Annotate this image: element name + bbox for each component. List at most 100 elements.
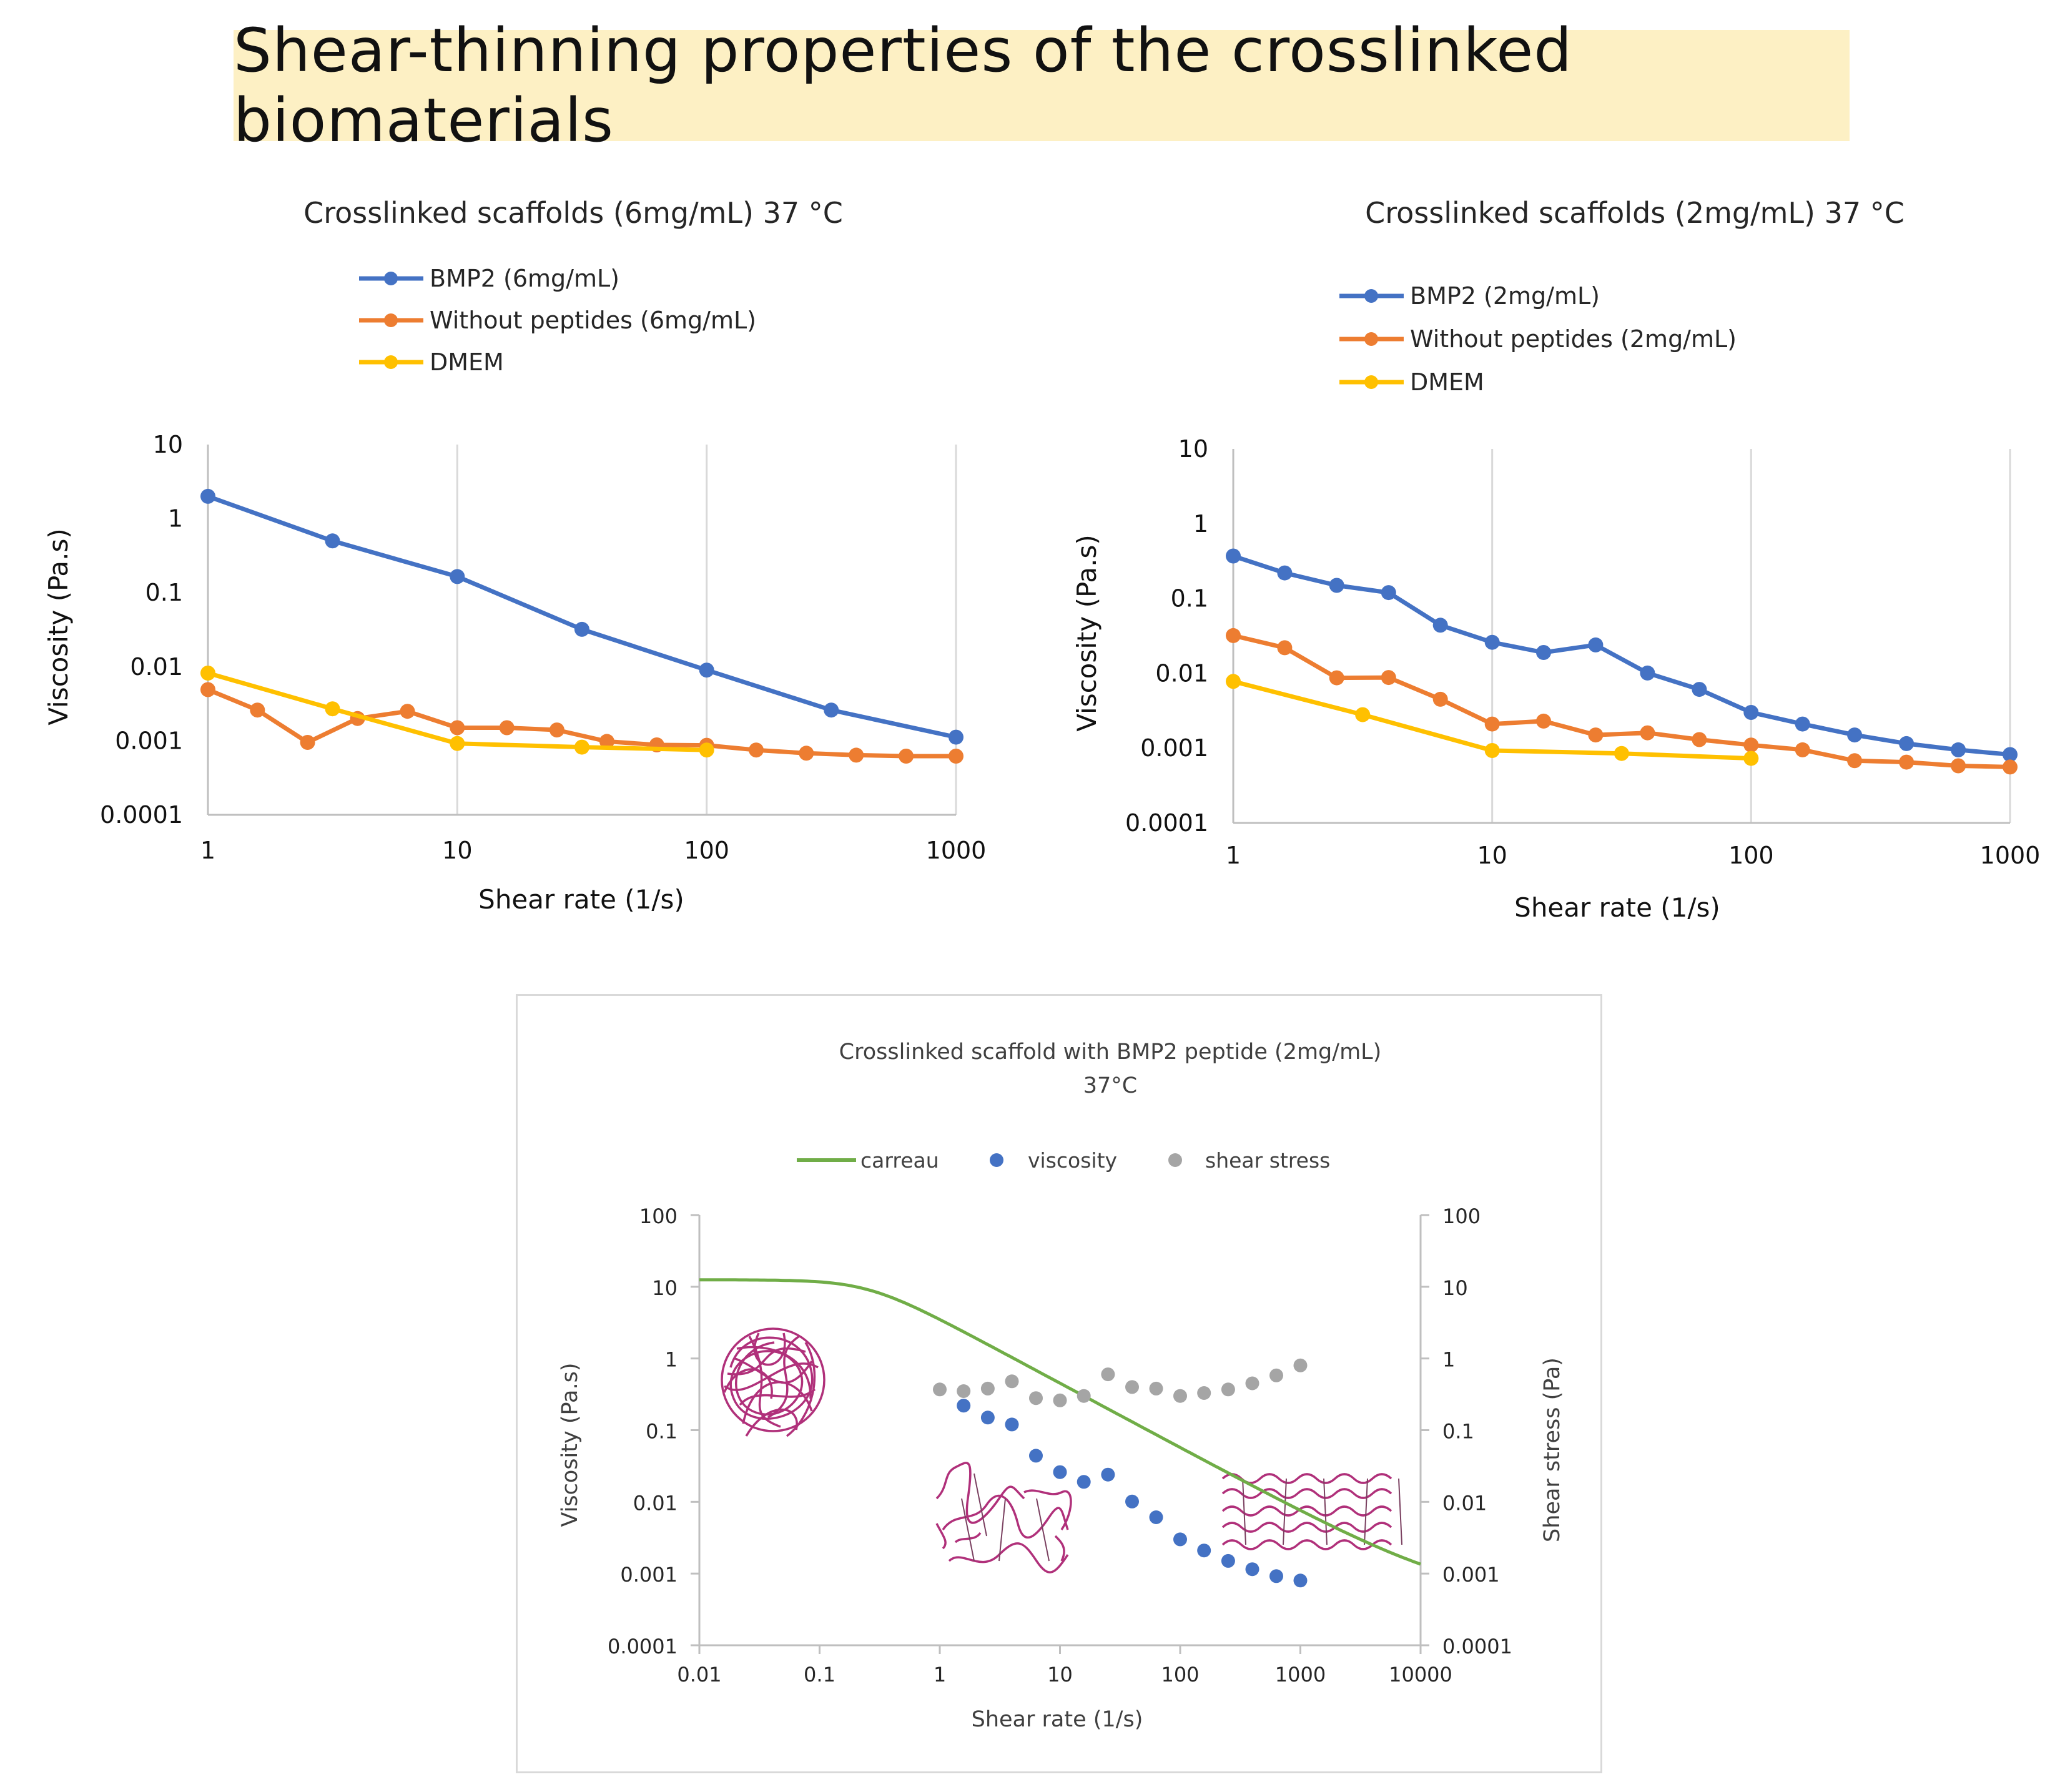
chart2-legend-item-2: DMEM xyxy=(1339,368,1484,396)
chart1-point-without-peptides-6mg-ml xyxy=(350,711,365,726)
chart1-x-tick-label: 10 xyxy=(442,837,472,864)
chart2-y-tick-label: 0.01 xyxy=(1155,659,1208,687)
chart2-point-bmp2-2mg-ml xyxy=(1329,578,1344,593)
chart2-y-axis-label: Viscosity (Pa.s) xyxy=(1072,534,1102,732)
chart1-point-dmem xyxy=(574,739,589,755)
chart2-point-bmp2-2mg-ml xyxy=(1277,565,1293,581)
chart1-point-without-peptides-6mg-ml xyxy=(599,734,614,749)
chart1-point-without-peptides-6mg-ml xyxy=(400,704,415,719)
chart2-point-bmp2-2mg-ml xyxy=(1951,742,1966,757)
chart2-point-bmp2-2mg-ml xyxy=(1847,727,1863,743)
chart1-title: Crosslinked scaffolds (6mg/mL) 37 °C xyxy=(303,196,843,230)
chart2-point-bmp2-2mg-ml xyxy=(1381,585,1396,601)
chart1-y-axis-label: Viscosity (Pa.s) xyxy=(43,528,74,726)
chart1-point-without-peptides-6mg-ml xyxy=(899,749,914,764)
chart1-x-tick-label: 1000 xyxy=(926,837,987,864)
chart1-legend-label-2: DMEM xyxy=(430,348,504,376)
chart1-point-without-peptides-6mg-ml xyxy=(849,747,864,763)
chart2-point-without-peptides-2mg-ml xyxy=(1951,758,1966,774)
chart1-legend-item-0: BMP2 (6mg/mL) xyxy=(359,265,619,292)
chart1-point-without-peptides-6mg-ml xyxy=(949,749,963,764)
chart1-y-tick-label: 0.1 xyxy=(145,579,183,606)
chart1-point-bmp2-6mg-ml xyxy=(949,729,963,745)
chart1-point-dmem xyxy=(450,736,465,751)
chart2-point-bmp2-2mg-ml xyxy=(1795,716,1810,732)
chart1-y-tick-label: 10 xyxy=(153,431,183,458)
chart2-legend-item-0: BMP2 (2mg/mL) xyxy=(1339,282,1600,310)
chart1-legend-marker-2 xyxy=(384,355,398,369)
chart2-x-axis-label: Shear rate (1/s) xyxy=(1514,892,1720,923)
chart1-point-bmp2-6mg-ml xyxy=(824,702,839,718)
chart2-point-bmp2-2mg-ml xyxy=(1640,665,1655,681)
chart2-legend: BMP2 (2mg/mL) Without peptides (2mg/mL) … xyxy=(1339,282,1737,396)
chart2-point-dmem xyxy=(1355,707,1371,722)
chart1-series-line-dmem xyxy=(207,671,707,752)
chart2-x-tick-label: 1000 xyxy=(1980,842,2041,869)
page-title: Shear-thinning properties of the crossli… xyxy=(234,16,1573,155)
chart2-point-bmp2-2mg-ml xyxy=(1588,637,1604,652)
chart2-point-bmp2-2mg-ml xyxy=(1226,548,1241,564)
chart1-point-without-peptides-6mg-ml xyxy=(699,737,714,753)
chart2-x-tick-label: 10 xyxy=(1477,842,1507,869)
chart2-y-tick-label: 10 xyxy=(1178,435,1208,463)
chart1-point-without-peptides-6mg-ml xyxy=(250,702,265,718)
chart1-series-line-without-peptides-6mg-ml xyxy=(207,687,956,759)
chart2-series-line-bmp2-2mg-ml xyxy=(1232,554,2011,757)
chart2-point-without-peptides-2mg-ml xyxy=(1277,640,1293,656)
chart1-legend-item-1: Without peptides (6mg/mL) xyxy=(359,307,756,334)
chart1-legend-item-2: DMEM xyxy=(359,348,504,376)
chart2-point-bmp2-2mg-ml xyxy=(2003,747,2018,762)
chart1-point-without-peptides-6mg-ml xyxy=(200,682,215,697)
chart1-point-dmem xyxy=(699,742,714,758)
chart1-y-tick-label: 0.001 xyxy=(115,727,183,754)
chart1-legend-marker-1 xyxy=(384,313,398,327)
chart1-y-tick-label: 0.0001 xyxy=(100,801,183,829)
chart2-point-bmp2-2mg-ml xyxy=(1899,736,1915,751)
chart2-legend-label-0: BMP2 (2mg/mL) xyxy=(1410,282,1600,310)
chart1-point-without-peptides-6mg-ml xyxy=(549,722,564,738)
title-banner: Shear-thinning properties of the crossli… xyxy=(234,16,1850,155)
chart1-point-without-peptides-6mg-ml xyxy=(749,742,764,758)
chart2-legend-label-1: Without peptides (2mg/mL) xyxy=(1410,325,1737,353)
chart2-point-bmp2-2mg-ml xyxy=(1536,645,1551,660)
chart2-x-tick-label: 1 xyxy=(1226,842,1241,869)
chart2-point-dmem xyxy=(1743,751,1759,766)
chart2-point-without-peptides-2mg-ml xyxy=(1640,725,1655,741)
chart2-point-without-peptides-2mg-ml xyxy=(1226,628,1241,643)
chart2-point-without-peptides-2mg-ml xyxy=(1795,742,1810,757)
chart2-series-line-dmem xyxy=(1233,679,1752,761)
chart1-plot-area: 1 10 100 1000 10 1 0.1 0.01 0.001 0.0001 xyxy=(100,431,986,864)
chart2-point-without-peptides-2mg-ml xyxy=(1847,753,1863,769)
chart2-y-tick-label: 0.1 xyxy=(1171,585,1208,613)
chart2-title: Crosslinked scaffolds (2mg/mL) 37 °C xyxy=(1365,196,1905,230)
chart1-point-bmp2-6mg-ml xyxy=(450,569,465,584)
chart2-point-without-peptides-2mg-ml xyxy=(1484,716,1500,732)
chart1-point-without-peptides-6mg-ml xyxy=(450,720,465,736)
chart1-legend-marker-0 xyxy=(384,272,398,285)
chart2-point-without-peptides-2mg-ml xyxy=(1432,691,1448,707)
chart2-y-tick-label: 1 xyxy=(1193,510,1208,538)
chart1-x-tick-label: 1 xyxy=(200,837,215,864)
chart2-point-bmp2-2mg-ml xyxy=(1692,682,1707,697)
chart1-point-without-peptides-6mg-ml xyxy=(300,735,315,750)
chart2-x-tick-label: 100 xyxy=(1728,842,1774,869)
chart2-point-dmem xyxy=(1226,674,1241,689)
chart1-y-tick-label: 1 xyxy=(168,505,183,533)
chart2-y-tick-label: 0.0001 xyxy=(1125,809,1208,837)
chart2-point-without-peptides-2mg-ml xyxy=(1536,713,1551,729)
chart3-panel xyxy=(516,994,1602,1773)
chart1-series-line-bmp2-6mg-ml xyxy=(207,494,957,740)
chart2-plot-area: 1 10 100 1000 10 1 0.1 0.01 0.001 0.0001 xyxy=(1125,435,2040,869)
chart2-legend-marker-1 xyxy=(1364,332,1378,346)
chart1-x-axis-label: Shear rate (1/s) xyxy=(478,884,684,915)
chart2-point-without-peptides-2mg-ml xyxy=(2003,759,2018,775)
chart1-point-without-peptides-6mg-ml xyxy=(799,746,814,761)
chart2-point-bmp2-2mg-ml xyxy=(1743,705,1759,720)
chart1-point-bmp2-6mg-ml xyxy=(699,662,714,678)
chart2-legend-label-2: DMEM xyxy=(1410,368,1484,396)
chart2-legend-marker-0 xyxy=(1364,289,1378,303)
chart2-point-bmp2-2mg-ml xyxy=(1432,618,1448,633)
chart2-point-without-peptides-2mg-ml xyxy=(1692,732,1707,747)
chart1-y-tick-label: 0.01 xyxy=(130,653,183,681)
chart1-legend-label-1: Without peptides (6mg/mL) xyxy=(430,307,756,334)
